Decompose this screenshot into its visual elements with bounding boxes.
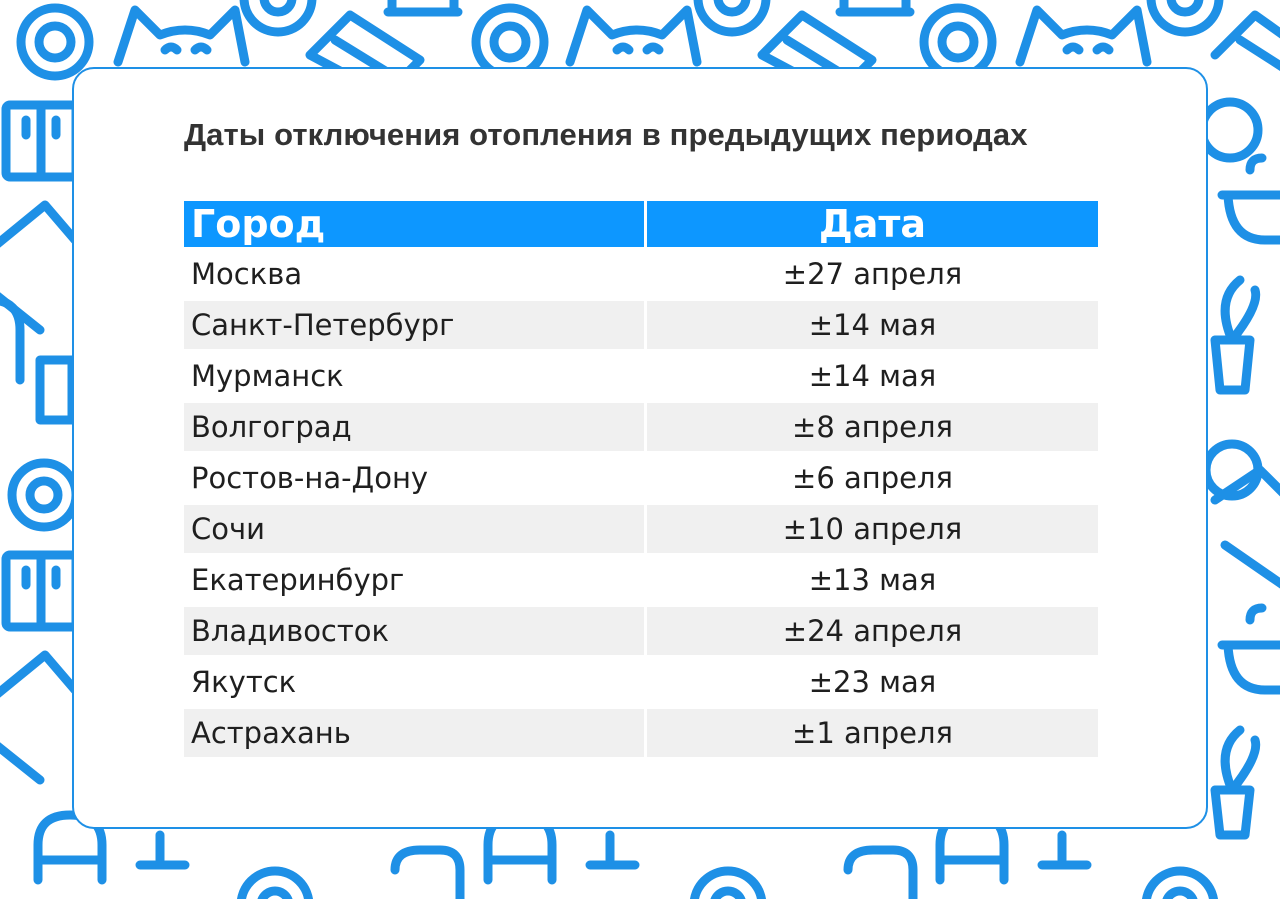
target-icon bbox=[919, 3, 997, 81]
target-icon bbox=[471, 3, 549, 81]
lamp-icon bbox=[1037, 830, 1092, 870]
target-icon bbox=[16, 3, 94, 81]
table-row: Якутск ±23 мая bbox=[184, 658, 1098, 706]
lamp-icon bbox=[585, 830, 640, 870]
city-cell: Санкт-Петербург bbox=[184, 301, 644, 349]
table-row: Волгоград ±8 апреля bbox=[184, 403, 1098, 451]
city-cell: Екатеринбург bbox=[184, 556, 644, 604]
armchair-icon bbox=[0, 296, 77, 425]
date-cell: ±10 апреля bbox=[647, 505, 1098, 553]
bathtub-icon bbox=[1217, 153, 1280, 245]
lamp-icon bbox=[135, 830, 190, 870]
target-icon bbox=[1146, 0, 1224, 37]
city-cell: Владивосток bbox=[184, 607, 644, 655]
sofa-icon bbox=[1210, 465, 1280, 589]
date-cell: ±24 апреля bbox=[647, 607, 1098, 655]
cat-icon bbox=[1015, 5, 1152, 67]
city-cell: Якутск bbox=[184, 658, 644, 706]
sofa-icon bbox=[1210, 10, 1280, 71]
target-icon bbox=[689, 866, 767, 899]
date-cell: ±8 апреля bbox=[647, 403, 1098, 451]
table-row: Екатеринбург ±13 мая bbox=[184, 556, 1098, 604]
city-cell: Сочи bbox=[184, 505, 644, 553]
column-header-date: Дата bbox=[647, 201, 1098, 247]
page-title: Даты отключения отопления в предыдущих п… bbox=[184, 117, 1028, 152]
table-row: Москва ±27 апреля bbox=[184, 250, 1098, 298]
cabinet-icon bbox=[1, 550, 81, 632]
table-row: Мурманск ±14 мая bbox=[184, 352, 1098, 400]
target-icon bbox=[1197, 97, 1263, 163]
date-cell: ±14 мая bbox=[647, 301, 1098, 349]
armchair-icon bbox=[843, 845, 918, 899]
date-cell: ±23 мая bbox=[647, 658, 1098, 706]
cat-icon bbox=[113, 5, 250, 67]
date-cell: ±13 мая bbox=[647, 556, 1098, 604]
city-cell: Москва bbox=[184, 250, 644, 298]
cat-icon bbox=[565, 5, 702, 67]
date-cell: ±14 мая bbox=[647, 352, 1098, 400]
target-icon bbox=[239, 0, 317, 37]
city-cell: Волгоград bbox=[184, 403, 644, 451]
target-icon bbox=[7, 458, 81, 532]
table-row: Санкт-Петербург ±14 мая bbox=[184, 301, 1098, 349]
table-row: Владивосток ±24 апреля bbox=[184, 607, 1098, 655]
plant-icon bbox=[1210, 275, 1261, 395]
date-cell: ±27 апреля bbox=[647, 250, 1098, 298]
city-cell: Ростов-на-Дону bbox=[184, 454, 644, 502]
heating-dates-table: Город Дата Москва ±27 апреля Санкт-Петер… bbox=[181, 198, 1101, 760]
sofa-icon bbox=[0, 650, 80, 785]
table-row: Сочи ±10 апреля bbox=[184, 505, 1098, 553]
city-cell: Астрахань bbox=[184, 709, 644, 757]
cabinet-icon bbox=[1, 100, 81, 182]
plant-icon bbox=[1210, 725, 1261, 840]
column-header-city: Город bbox=[184, 201, 644, 247]
table-header-row: Город Дата bbox=[184, 201, 1098, 247]
date-cell: ±1 апреля bbox=[647, 709, 1098, 757]
target-icon bbox=[693, 0, 771, 37]
content-card: Даты отключения отопления в предыдущих п… bbox=[72, 67, 1208, 829]
target-icon bbox=[236, 866, 314, 899]
armchair-icon bbox=[390, 845, 465, 899]
target-icon bbox=[1141, 866, 1219, 899]
city-cell: Мурманск bbox=[184, 352, 644, 400]
table-row: Ростов-на-Дону ±6 апреля bbox=[184, 454, 1098, 502]
armchair-icon bbox=[33, 810, 107, 885]
table-row: Астрахань ±1 апреля bbox=[184, 709, 1098, 757]
sofa-icon bbox=[383, 0, 463, 17]
date-cell: ±6 апреля bbox=[647, 454, 1098, 502]
bathtub-icon bbox=[1217, 603, 1280, 695]
